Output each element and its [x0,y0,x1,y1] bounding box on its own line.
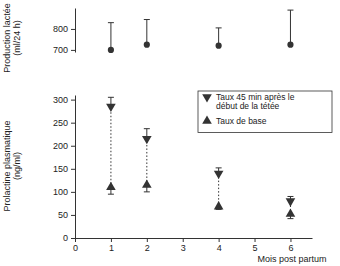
tick-label: 200 [53,141,68,151]
error-cap [216,167,222,168]
tick-label: 800 [53,24,68,34]
y-axis-title-line: (ng/ml) [12,152,22,180]
axis-line [75,96,76,239]
error-cap [108,97,114,98]
tick: 0 [73,238,78,253]
tick: 3 [181,238,186,253]
tick-mark [75,238,76,242]
tick-mark [183,238,184,242]
tick-label: 0 [63,233,68,243]
tick: 150 [53,164,75,174]
marker [142,179,152,187]
tick-mark [111,238,112,242]
y-axis-title-line: Prolactine plasmatique [2,120,12,211]
tick-label: 300 [53,95,68,105]
tick-label: 1 [109,243,114,253]
tick-mark [147,238,148,242]
error-cap [144,128,150,129]
tick-mark [71,169,75,170]
tick-label: 2 [145,243,150,253]
pair-link [146,139,147,185]
marker [214,171,224,179]
error-cap [287,218,293,219]
error-bar [146,20,147,45]
legend-label: Taux 45 min après ledébut de la tétée [216,92,295,111]
error-cap [108,22,114,23]
legend-marker [202,94,212,102]
tick-label: 5 [253,243,258,253]
tick-mark [71,100,75,101]
legend-label: Taux de base [216,116,267,126]
marker [106,104,116,112]
tick-label: 3 [181,243,186,253]
plot-area [108,10,294,53]
error-cap [144,191,150,192]
tick-mark [71,192,75,193]
marker [286,208,296,216]
pair-link [110,107,111,188]
legend: Taux 45 min après ledébut de la tétée Tau… [198,91,332,133]
marker [106,182,116,190]
y-axis-title-line: Production lactée [2,3,12,73]
tick-mark [71,50,75,51]
tick: 5 [253,238,258,253]
y-axis: 700 800 [53,9,76,56]
legend-marker [202,115,212,123]
error-bar [290,10,291,45]
legend-label-line: Taux de base [216,116,267,126]
tick-mark [71,238,75,239]
y-axis: 0 50 100 150 200 250 300 [53,95,76,243]
tick-mark [71,123,75,124]
tick-mark [219,238,220,242]
tick-label: 100 [53,187,68,197]
marker [287,42,293,48]
tick-mark [71,29,75,30]
tick: 200 [53,141,75,151]
tick: 50 [58,210,75,220]
tick: 800 [53,24,75,34]
tick: 0 [63,233,75,243]
tick-label: 700 [53,45,68,55]
tick-label: 150 [53,164,68,174]
tick: 1 [109,238,114,253]
marker [214,201,224,209]
tick: 2 [145,238,150,253]
tick-mark [290,238,291,242]
y-axis-title-line: (ml/24 h) [12,20,22,56]
error-cap [216,27,222,28]
error-cap [144,19,150,20]
y-axis-title: Prolactine plasmatique(ng/ml) [2,120,22,211]
tick: 250 [53,118,75,128]
error-bar [110,23,111,50]
tick: 700 [53,45,75,55]
marker [286,198,296,206]
tick-label: 4 [217,243,222,253]
tick-mark [255,238,256,242]
marker [142,136,152,144]
y-axis-title: Production lactée(ml/24 h) [2,3,22,73]
tick-label: 250 [53,118,68,128]
tick-label: 50 [58,210,68,220]
error-cap [287,196,293,197]
error-cap [287,10,293,11]
marker [144,42,150,48]
tick-label: 6 [288,243,293,253]
tick-mark [71,146,75,147]
tick: 300 [53,95,75,105]
tick-mark [71,215,75,216]
marker [216,43,222,49]
legend-label-line: début de la tétée [216,101,280,111]
x-axis: 0 1 2 3 4 5 6 [73,238,313,253]
axis-line [75,9,76,53]
legend-box [198,91,332,133]
tick: 6 [288,238,293,253]
tick: 100 [53,187,75,197]
tick-label: 0 [73,243,78,253]
x-axis-title: Mois post partum [257,254,326,264]
tick: 4 [217,238,222,253]
marker [108,47,114,53]
error-cap [108,194,114,195]
